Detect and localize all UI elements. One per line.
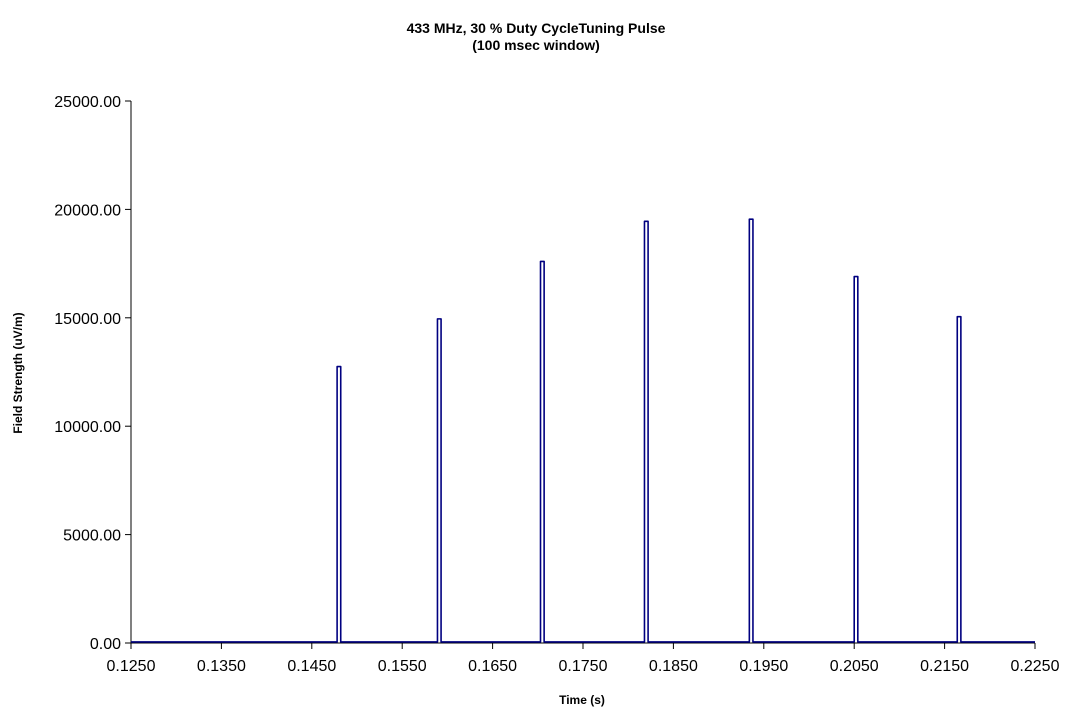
y-tick-label: 15000.00	[54, 311, 121, 328]
x-tick-label: 0.1250	[107, 658, 156, 675]
x-axis-title: Time (s)	[559, 693, 605, 707]
x-tick-label: 0.1450	[287, 658, 336, 675]
x-tick-label: 0.1350	[197, 658, 246, 675]
chart-title-line-1: 433 MHz, 30 % Duty CycleTuning Pulse	[407, 20, 666, 36]
series-line	[131, 218, 1035, 643]
y-tick-label: 0.00	[90, 636, 121, 653]
x-tick-label: 0.1750	[559, 658, 608, 675]
series-group	[131, 218, 1035, 643]
x-tick-label: 0.2250	[1011, 658, 1060, 675]
y-axis-title: Field Strength (uV/m)	[11, 312, 25, 433]
y-tick-label: 25000.00	[54, 94, 121, 111]
y-tick-label: 5000.00	[63, 528, 121, 545]
x-tick-label: 0.1850	[649, 658, 698, 675]
x-tick-label: 0.2150	[920, 658, 969, 675]
chart-title-line-2: (100 msec window)	[472, 37, 600, 53]
x-tick-label: 0.1550	[378, 658, 427, 675]
y-tick-label: 20000.00	[54, 202, 121, 219]
y-tick-label: 10000.00	[54, 419, 121, 436]
x-tick-label: 0.1950	[739, 658, 788, 675]
x-tick-label: 0.1650	[468, 658, 517, 675]
x-axis-ticks: 0.1250 0.1350 0.1450 0.1550 0.1650 0.1750 0.18…	[107, 643, 1060, 675]
x-tick-label: 0.2050	[830, 658, 879, 675]
y-axis-ticks: 0.00 5000.00 10000.00 15000.00 20000.00 25000…	[54, 94, 131, 653]
